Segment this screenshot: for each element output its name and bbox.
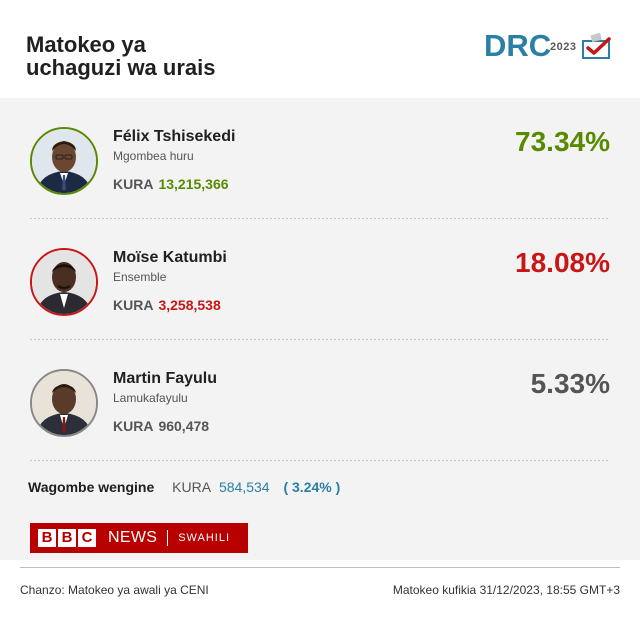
candidate-party: Mgombea huru bbox=[113, 149, 194, 163]
bbc-block-b2: B bbox=[58, 529, 76, 547]
page-title: Matokeo ya uchaguzi wa urais bbox=[26, 33, 286, 79]
logo-year: 2023 bbox=[550, 41, 577, 53]
votes-value: 13,215,366 bbox=[158, 176, 229, 192]
others-votes: 584,534 bbox=[218, 479, 270, 495]
source-note: Chanzo: Matokeo ya awali ya CENI bbox=[20, 583, 209, 597]
votes-label: KURA bbox=[172, 479, 212, 495]
candidate-photo bbox=[30, 248, 98, 316]
votes-value: 3,258,538 bbox=[158, 297, 221, 313]
candidate-votes: KURA 960,478 bbox=[113, 418, 209, 434]
person-icon bbox=[32, 371, 96, 435]
ballot-box-icon bbox=[582, 33, 611, 59]
divider bbox=[30, 218, 610, 219]
others-percent: ( 3.24% ) bbox=[283, 479, 341, 495]
title-line-2: uchaguzi wa urais bbox=[26, 55, 216, 80]
bbc-news-text: NEWS bbox=[108, 529, 158, 546]
updated-note: Matokeo kufikia 31/12/2023, 18:55 GMT+3 bbox=[392, 583, 620, 597]
candidate-party: Lamukafayulu bbox=[113, 391, 188, 405]
bbc-block-b1: B bbox=[38, 529, 56, 547]
votes-label: KURA bbox=[113, 418, 154, 434]
candidate-percent: 18.08% bbox=[515, 247, 610, 278]
divider bbox=[30, 460, 610, 461]
person-icon bbox=[32, 129, 96, 193]
candidate-name: Martin Fayulu bbox=[113, 370, 218, 387]
candidate-party: Ensemble bbox=[113, 270, 167, 284]
others-label: Wagombe wengine bbox=[28, 479, 155, 495]
candidate-photo bbox=[30, 127, 98, 195]
candidate-row: Martin Fayulu Lamukafayulu KURA 960,478 5… bbox=[0, 340, 640, 460]
drc-2023-logo: DRC 2023 bbox=[484, 24, 616, 66]
title-line-1: Matokeo ya bbox=[26, 32, 146, 57]
votes-label: KURA bbox=[113, 176, 154, 192]
candidate-percent: 5.33% bbox=[530, 368, 610, 399]
candidate-row: Moïse Katumbi Ensemble KURA 3,258,538 18.… bbox=[0, 219, 640, 339]
votes-value: 960,478 bbox=[158, 418, 210, 434]
header: Matokeo ya uchaguzi wa urais DRC 2023 bbox=[0, 0, 640, 98]
other-candidates: Wagombe wengine KURA 584,534 ( 3.24% ) bbox=[28, 479, 340, 495]
results-panel bbox=[0, 98, 640, 560]
candidate-votes: KURA 13,215,366 bbox=[113, 176, 229, 192]
logo-text: DRC bbox=[484, 28, 552, 63]
footer-divider bbox=[20, 567, 620, 568]
person-icon bbox=[32, 250, 96, 314]
candidate-name: Félix Tshisekedi bbox=[113, 128, 236, 145]
logo-separator bbox=[167, 530, 169, 546]
candidate-photo bbox=[30, 369, 98, 437]
votes-label: KURA bbox=[113, 297, 154, 313]
candidate-percent: 73.34% bbox=[515, 126, 610, 157]
bbc-block-c: C bbox=[78, 529, 96, 547]
candidate-row: Félix Tshisekedi Mgombea huru KURA 13,215… bbox=[0, 98, 640, 218]
divider bbox=[30, 339, 610, 340]
bbc-service-text: SWAHILI bbox=[178, 532, 231, 544]
candidate-votes: KURA 3,258,538 bbox=[113, 297, 221, 313]
candidate-name: Moïse Katumbi bbox=[113, 249, 227, 266]
bbc-news-swahili-logo: B B C NEWS SWAHILI bbox=[30, 523, 248, 553]
